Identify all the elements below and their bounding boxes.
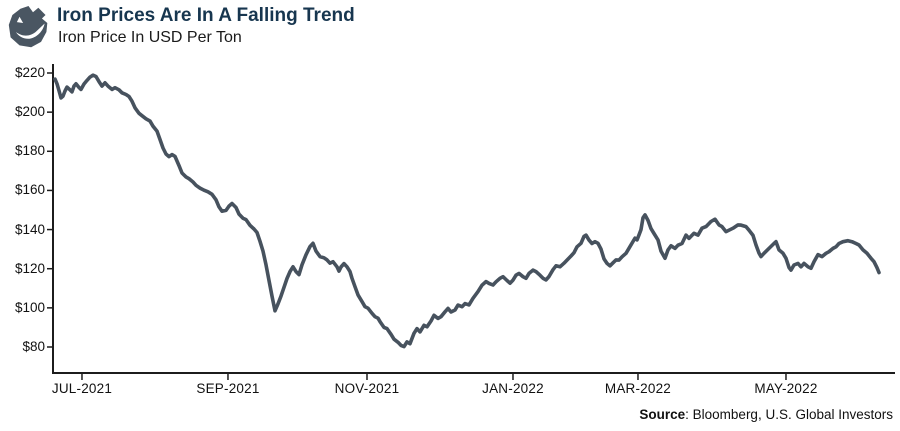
source-credit: Source: Bloomberg, U.S. Global Investors xyxy=(639,407,893,422)
y-tick-label: $220 xyxy=(14,65,45,80)
price-line xyxy=(53,73,881,349)
y-tick-label: $80 xyxy=(22,339,45,354)
y-tick-label: $180 xyxy=(14,143,45,159)
ore-rock-icon xyxy=(8,6,48,48)
page-subtitle: Iron Price In USD Per Ton xyxy=(58,29,242,46)
y-tick-label: $140 xyxy=(14,221,45,237)
y-tick-label: $160 xyxy=(14,182,45,198)
x-tick-label: NOV-2021 xyxy=(334,381,400,396)
x-tick-label: SEP-2021 xyxy=(196,381,260,396)
source-text: : Bloomberg, U.S. Global Investors xyxy=(685,407,893,422)
source-label: Source xyxy=(639,407,686,422)
y-tick-label: $120 xyxy=(14,260,45,276)
y-tick-label: $200 xyxy=(14,104,45,120)
x-tick-label: JUL-2021 xyxy=(51,381,113,396)
page-title: Iron Prices Are In A Falling Trend xyxy=(57,5,355,26)
y-tick-label: $100 xyxy=(14,299,45,315)
x-tick-label: MAY-2022 xyxy=(754,381,818,396)
x-tick-label: JAN-2022 xyxy=(482,381,544,396)
x-tick-label: MAR-2022 xyxy=(604,381,672,396)
chart-header: Iron Prices Are In A Falling Trend Iron … xyxy=(0,0,900,56)
